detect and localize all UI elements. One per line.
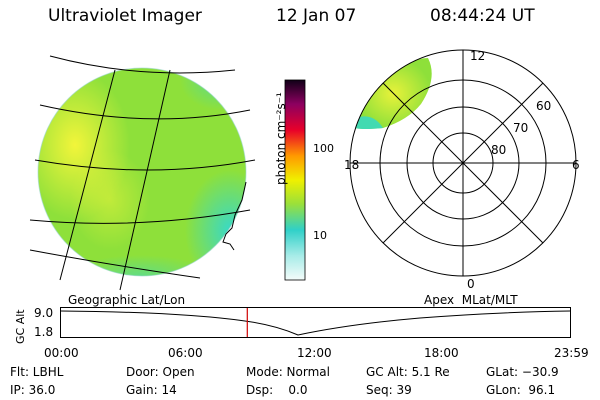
coastline — [222, 181, 247, 251]
lat-label-60: 60 — [536, 99, 551, 113]
time-label: 08:44:24 UT — [430, 6, 535, 26]
timeline-xtick-0000: 00:00 — [44, 346, 79, 360]
timeline-left-title: Geographic Lat/Lon — [68, 293, 186, 307]
mlt-label-18: 18 — [344, 158, 359, 172]
polar-mlt-plot: 12 18 6 0 60 70 80 — [344, 49, 580, 291]
altitude-curve — [60, 310, 571, 336]
timeline-xtick-0600: 06:00 — [168, 346, 203, 360]
uv-emission-disk — [38, 68, 246, 276]
geographic-uv-image — [29, 55, 256, 291]
gc-alt-status: GC Alt: 5.1 Re — [366, 365, 450, 379]
colorbar-tick-10: 10 — [313, 229, 327, 242]
timeline-xtick-2359: 23:59 — [554, 346, 589, 360]
geo-grid-lines — [29, 55, 256, 291]
colorbar-label: photon cm⁻²s⁻¹ — [274, 92, 288, 185]
colorbar — [284, 79, 306, 281]
date-label: 12 Jan 07 — [276, 6, 357, 26]
colorbar-tick-100: 100 — [313, 142, 334, 155]
timeline-right-title: Apex MLat/MLT — [424, 293, 518, 307]
dsp-status: Dsp: 0.0 — [246, 383, 308, 397]
timeline-ytick-high: 9.0 — [34, 306, 54, 320]
lat-label-80: 80 — [491, 143, 506, 157]
mode-status: Mode: Normal — [246, 365, 330, 379]
timeline-ytick-low: 1.8 — [34, 325, 54, 339]
seq-status: Seq: 39 — [366, 383, 412, 397]
mlt-label-0: 0 — [467, 277, 475, 291]
polar-grid — [349, 49, 577, 277]
glon-status: GLon: 96.1 — [486, 383, 556, 397]
altitude-timeline[interactable] — [60, 307, 572, 339]
mlt-label-12: 12 — [470, 49, 485, 63]
timeline-ylabel: GC Alt — [14, 309, 27, 344]
door-status: Door: Open — [126, 365, 195, 379]
mlt-label-6: 6 — [572, 158, 580, 172]
timeline-xtick-1800: 18:00 — [424, 346, 459, 360]
glat-status: GLat: −30.9 — [486, 365, 559, 379]
timeline-xtick-1200: 12:00 — [297, 346, 332, 360]
gain-status: Gain: 14 — [126, 383, 177, 397]
lat-label-70: 70 — [513, 121, 528, 135]
ip-status: IP: 36.0 — [10, 383, 56, 397]
filter-status: Flt: LBHL — [10, 365, 64, 379]
instrument-title: Ultraviolet Imager — [48, 6, 202, 26]
